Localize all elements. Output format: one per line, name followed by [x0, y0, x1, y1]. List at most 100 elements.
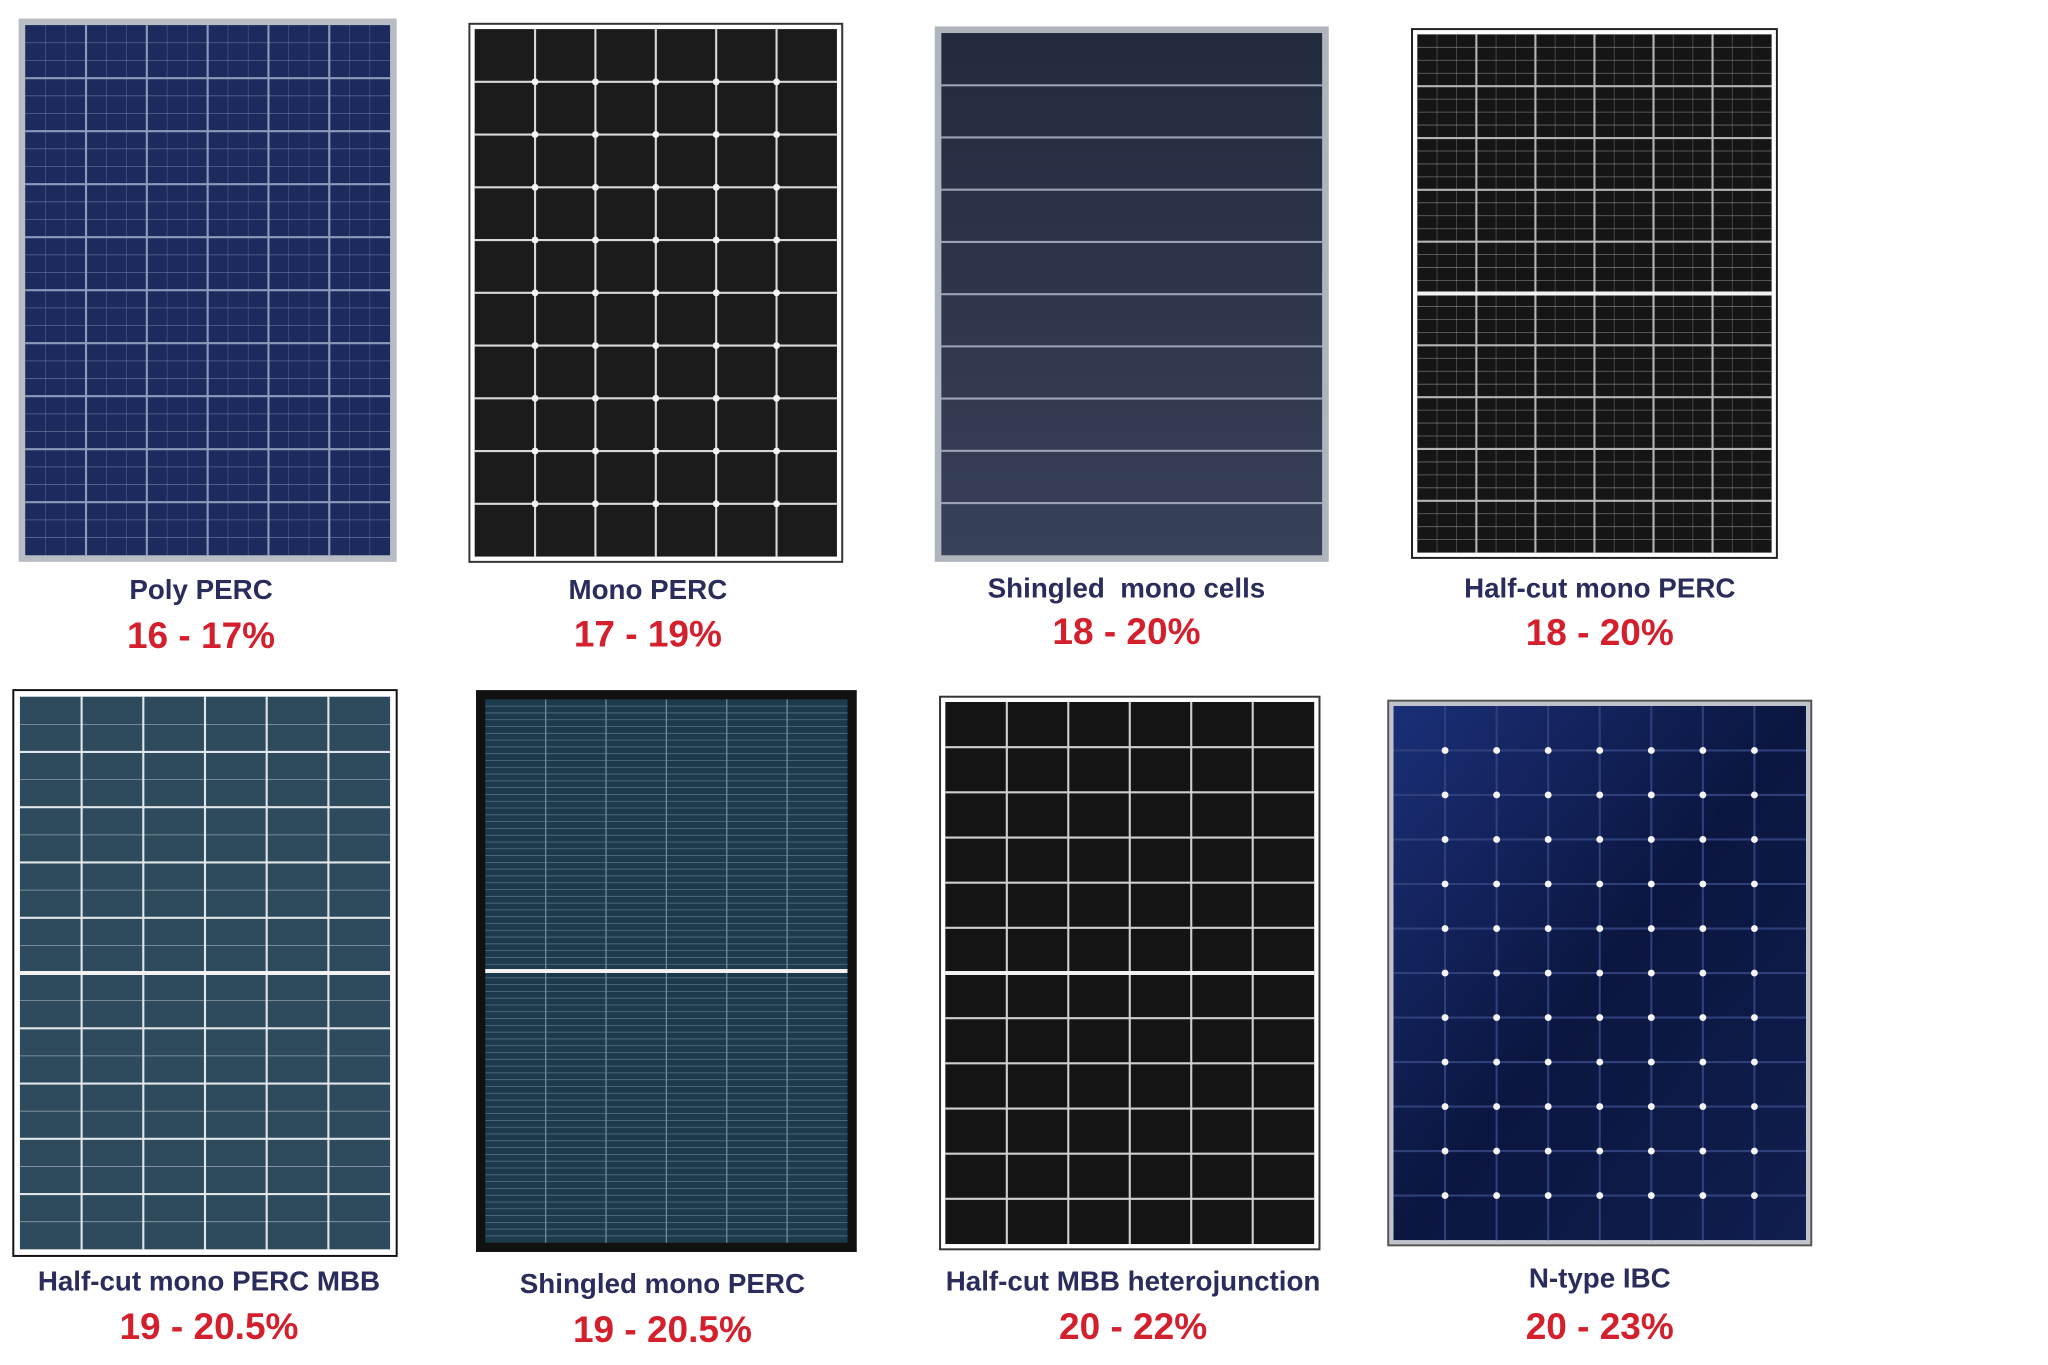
- cell-dot: [773, 500, 780, 508]
- solar-panel: Half-cut mono PERC MBB 19 - 20.5%: [12, 689, 398, 1347]
- solar-panel: Half-cut mono PERC 18 - 20%: [1411, 28, 1778, 653]
- cell-dot: [592, 394, 599, 402]
- panel-label: Half-cut mono PERC MBB: [38, 1265, 380, 1296]
- cell-dot: [531, 500, 539, 508]
- cell-dot: [592, 500, 599, 508]
- cell-dot: [531, 236, 539, 244]
- cell-dot: [1647, 836, 1655, 843]
- cell-dot: [773, 289, 780, 297]
- cell-dot: [773, 183, 780, 191]
- cell-dot: [1750, 1147, 1758, 1155]
- cell-dot: [1544, 1192, 1552, 1199]
- cell-dot: [712, 131, 720, 139]
- cell-dot: [1699, 925, 1707, 932]
- panel-efficiency: 20 - 23%: [1526, 1305, 1674, 1347]
- cell-dot: [1750, 791, 1758, 799]
- cell-dot: [1596, 925, 1604, 932]
- cell-dot: [1493, 969, 1501, 977]
- solar-panel: Poly PERC 16 - 17%: [18, 18, 397, 656]
- cell-dot: [1647, 1147, 1655, 1155]
- cell-dot: [1493, 791, 1501, 799]
- cell-dot: [773, 394, 780, 402]
- cell-dot: [1441, 791, 1449, 799]
- cell-dot: [531, 447, 539, 455]
- cell-dot: [712, 183, 720, 191]
- cell-dot: [592, 342, 599, 350]
- panel-efficiency: 19 - 20.5%: [573, 1308, 752, 1350]
- cell-dot: [773, 78, 780, 86]
- cell-dot: [531, 394, 539, 402]
- cell-dot: [1441, 1058, 1449, 1066]
- cell-dot: [531, 183, 539, 191]
- cell-dot: [1441, 1192, 1449, 1199]
- cell-dot: [592, 289, 599, 297]
- solar-panel: Half-cut MBB heterojunction 20 - 22%: [939, 695, 1321, 1347]
- cell-dot: [1441, 925, 1449, 932]
- cell-dot: [1750, 880, 1758, 888]
- panel-efficiency: 18 - 20%: [1052, 610, 1200, 652]
- cell-dot: [1596, 1147, 1604, 1155]
- cell-dot: [1750, 747, 1758, 754]
- solar-panel: N-type IBC 20 - 23%: [1387, 699, 1813, 1347]
- panel-label: Half-cut mono PERC: [1464, 573, 1735, 604]
- cell-dot: [712, 78, 720, 86]
- cell-dot: [1699, 836, 1707, 843]
- cell-dot: [652, 289, 660, 297]
- cell-dot: [652, 78, 660, 86]
- panel-efficiency: 20 - 22%: [1059, 1305, 1207, 1347]
- solar-panel: Shingled mono cells 18 - 20%: [934, 26, 1329, 652]
- panel-label: Shingled mono cells: [988, 573, 1266, 604]
- cell-dot: [1647, 747, 1655, 754]
- cell-dot: [1493, 836, 1501, 843]
- cell-dot: [1544, 1058, 1552, 1066]
- panel-label: Shingled mono PERC: [520, 1268, 805, 1299]
- panel-label: Half-cut MBB heterojunction: [946, 1265, 1321, 1296]
- cell-dot: [712, 289, 720, 297]
- cell-dot: [712, 394, 720, 402]
- cell-dot: [531, 289, 539, 297]
- cell-dot: [1441, 1147, 1449, 1155]
- cell-dot: [592, 447, 599, 455]
- cell-dot: [1699, 1058, 1707, 1066]
- cell-dot: [773, 236, 780, 244]
- panel-efficiency: 16 - 17%: [127, 614, 275, 656]
- panel-label: N-type IBC: [1529, 1263, 1671, 1294]
- cell-dot: [1544, 969, 1552, 977]
- cell-dot: [652, 342, 660, 350]
- cell-dot: [1596, 836, 1604, 843]
- cell-dot: [1647, 1014, 1655, 1021]
- cell-dot: [1596, 747, 1604, 754]
- cell-dot: [1596, 880, 1604, 888]
- cell-dot: [1750, 1103, 1758, 1110]
- cell-dot: [1544, 836, 1552, 843]
- cell-dot: [1441, 880, 1449, 888]
- cell-dot: [531, 342, 539, 350]
- cell-dot: [1699, 1147, 1707, 1155]
- cell-dot: [712, 236, 720, 244]
- cell-dot: [1493, 925, 1501, 932]
- cell-dot: [1596, 1192, 1604, 1199]
- cell-dot: [652, 183, 660, 191]
- panel-efficiency: 18 - 20%: [1526, 611, 1674, 653]
- cell-dot: [1596, 1014, 1604, 1021]
- cell-dot: [1699, 1103, 1707, 1110]
- cell-dot: [1647, 1103, 1655, 1110]
- cell-dot: [1596, 1103, 1604, 1110]
- cell-dot: [712, 447, 720, 455]
- cell-dot: [1699, 880, 1707, 888]
- cell-dot: [1544, 1014, 1552, 1021]
- cell-dot: [652, 394, 660, 402]
- cell-dot: [592, 78, 599, 86]
- cell-dot: [1699, 791, 1707, 799]
- cell-dot: [1493, 880, 1501, 888]
- cell-dot: [652, 131, 660, 139]
- cell-dot: [1750, 836, 1758, 843]
- cell-dot: [1699, 969, 1707, 977]
- cell-dot: [1750, 1014, 1758, 1021]
- cell-dot: [1544, 925, 1552, 932]
- cell-dot: [1699, 1014, 1707, 1021]
- cell-dot: [1441, 969, 1449, 977]
- cell-dot: [712, 500, 720, 508]
- cell-dot: [592, 236, 599, 244]
